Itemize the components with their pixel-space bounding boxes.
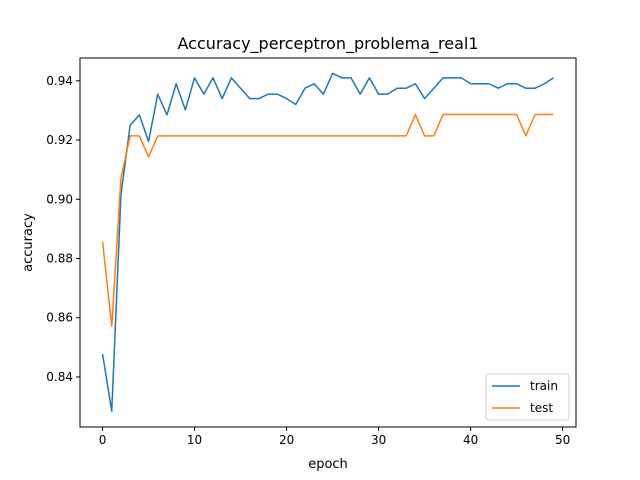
series-layer [101, 72, 554, 413]
x-tick-label: 40 [463, 433, 478, 447]
y-tick-label: 0.94 [46, 74, 73, 88]
legend-label-train: train [530, 379, 558, 393]
y-axis-ticks: 0.84 0.86 0.88 0.90 0.92 0.94 [46, 74, 80, 384]
x-axis-label: epoch [308, 457, 348, 472]
y-tick-label: 0.84 [46, 370, 73, 384]
chart-title: Accuracy_perceptron_problema_real1 [177, 34, 478, 54]
y-tick-label: 0.88 [46, 251, 73, 265]
series-line-test [101, 113, 554, 328]
y-tick-label: 0.90 [46, 192, 73, 206]
x-tick-label: 20 [279, 433, 294, 447]
y-tick-label: 0.92 [46, 133, 73, 147]
x-axis-ticks: 0 10 20 30 40 50 [99, 427, 570, 447]
x-tick-label: 10 [187, 433, 202, 447]
legend: train test [485, 373, 570, 421]
plot-frame [79, 57, 577, 428]
x-tick-label: 0 [99, 433, 107, 447]
y-axis-label: accuracy [21, 213, 36, 272]
legend-label-test: test [530, 401, 553, 415]
x-tick-label: 50 [555, 433, 570, 447]
y-tick-label: 0.86 [46, 311, 73, 325]
x-tick-label: 30 [371, 433, 386, 447]
series-line-train [101, 72, 554, 413]
